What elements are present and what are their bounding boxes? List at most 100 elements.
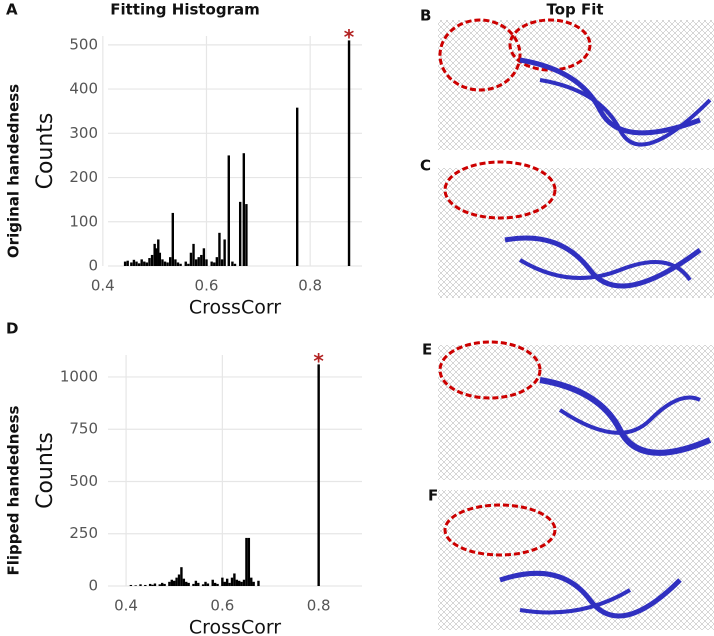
right-title: Top Fit bbox=[546, 1, 603, 19]
bar bbox=[168, 581, 171, 586]
bar bbox=[240, 581, 243, 586]
bar bbox=[139, 584, 142, 586]
bar bbox=[257, 580, 260, 586]
bar bbox=[233, 263, 237, 266]
bar bbox=[211, 579, 214, 586]
y-tick-label: 250 bbox=[69, 524, 98, 542]
bar bbox=[216, 583, 219, 586]
y-tick-label: 500 bbox=[69, 472, 98, 490]
bar bbox=[296, 107, 299, 267]
bar bbox=[225, 578, 229, 586]
y-tick-label: 1000 bbox=[60, 367, 98, 385]
bar bbox=[200, 254, 203, 266]
y-tick-label: 300 bbox=[69, 124, 98, 142]
bar bbox=[158, 252, 162, 266]
bar bbox=[201, 584, 205, 586]
x-tick-label: 0.8 bbox=[298, 277, 322, 295]
panel-label: B bbox=[420, 7, 431, 25]
bar bbox=[135, 261, 138, 266]
row-label: Original handedness bbox=[5, 84, 23, 258]
bar bbox=[215, 257, 219, 266]
x-tick-label: 0.8 bbox=[307, 597, 331, 615]
x-tick-label: 0.4 bbox=[91, 277, 115, 295]
bar bbox=[192, 243, 195, 266]
image-panel: C bbox=[420, 157, 714, 298]
bar bbox=[171, 212, 174, 266]
bar bbox=[179, 263, 182, 266]
bar bbox=[317, 364, 320, 586]
bar bbox=[206, 583, 210, 586]
bar bbox=[231, 261, 234, 266]
bar bbox=[140, 259, 143, 266]
panel-label: F bbox=[428, 487, 438, 505]
bar bbox=[238, 201, 242, 266]
panel-label: D bbox=[6, 320, 18, 338]
bar bbox=[233, 573, 236, 586]
bar bbox=[227, 155, 230, 266]
bar bbox=[160, 582, 164, 586]
panel-label: A bbox=[6, 1, 18, 19]
annotation: * bbox=[313, 349, 324, 373]
bar bbox=[252, 581, 255, 586]
y-axis-title: Counts bbox=[33, 432, 58, 509]
image-panel: B bbox=[420, 7, 714, 150]
bar bbox=[158, 584, 161, 586]
bar bbox=[347, 40, 351, 266]
bar bbox=[223, 581, 226, 586]
bar bbox=[163, 261, 167, 266]
y-tick-label: 0 bbox=[88, 257, 98, 275]
image-panel: E bbox=[422, 340, 714, 480]
bar bbox=[153, 243, 156, 266]
bar bbox=[194, 259, 198, 266]
bar bbox=[213, 582, 217, 586]
bar bbox=[173, 580, 176, 586]
bar bbox=[230, 577, 234, 586]
y-tick-label: 750 bbox=[69, 420, 98, 438]
bar bbox=[148, 583, 152, 586]
y-axis-title: Counts bbox=[33, 113, 58, 190]
y-tick-label: 500 bbox=[69, 35, 98, 53]
bar bbox=[194, 580, 198, 586]
bar bbox=[129, 584, 133, 586]
x-tick-label: 0.6 bbox=[210, 597, 234, 615]
image-panel: F bbox=[428, 487, 714, 630]
bar bbox=[205, 259, 208, 266]
bar bbox=[189, 252, 193, 266]
bar bbox=[166, 262, 169, 266]
bar bbox=[176, 262, 180, 266]
bar bbox=[210, 261, 213, 266]
bar bbox=[163, 583, 166, 586]
bar bbox=[245, 204, 248, 266]
bar bbox=[238, 580, 241, 586]
bar bbox=[213, 262, 216, 266]
bar bbox=[144, 584, 147, 586]
x-tick-label: 0.4 bbox=[114, 597, 138, 615]
bar bbox=[180, 567, 183, 586]
bar bbox=[153, 583, 157, 586]
bar bbox=[228, 582, 231, 586]
bar bbox=[204, 581, 207, 586]
y-tick-label: 100 bbox=[69, 212, 98, 230]
bar bbox=[235, 579, 239, 586]
bar bbox=[182, 578, 186, 586]
bar bbox=[150, 254, 154, 266]
bar bbox=[126, 260, 129, 266]
bar bbox=[220, 259, 224, 266]
bar bbox=[132, 259, 136, 266]
bar bbox=[242, 153, 246, 266]
bar bbox=[218, 232, 221, 266]
chart-title: Fitting Histogram bbox=[110, 1, 260, 19]
row-label: Flipped handedness bbox=[5, 405, 23, 575]
bar bbox=[187, 263, 190, 266]
y-tick-label: 0 bbox=[88, 577, 98, 595]
bar bbox=[175, 577, 178, 586]
annotation: * bbox=[344, 25, 355, 49]
panel-label: E bbox=[422, 341, 432, 359]
bar bbox=[250, 577, 253, 586]
bar bbox=[247, 537, 251, 586]
y-tick-label: 400 bbox=[69, 80, 98, 98]
bar bbox=[170, 579, 174, 586]
bar bbox=[148, 258, 151, 266]
bar bbox=[197, 582, 200, 586]
